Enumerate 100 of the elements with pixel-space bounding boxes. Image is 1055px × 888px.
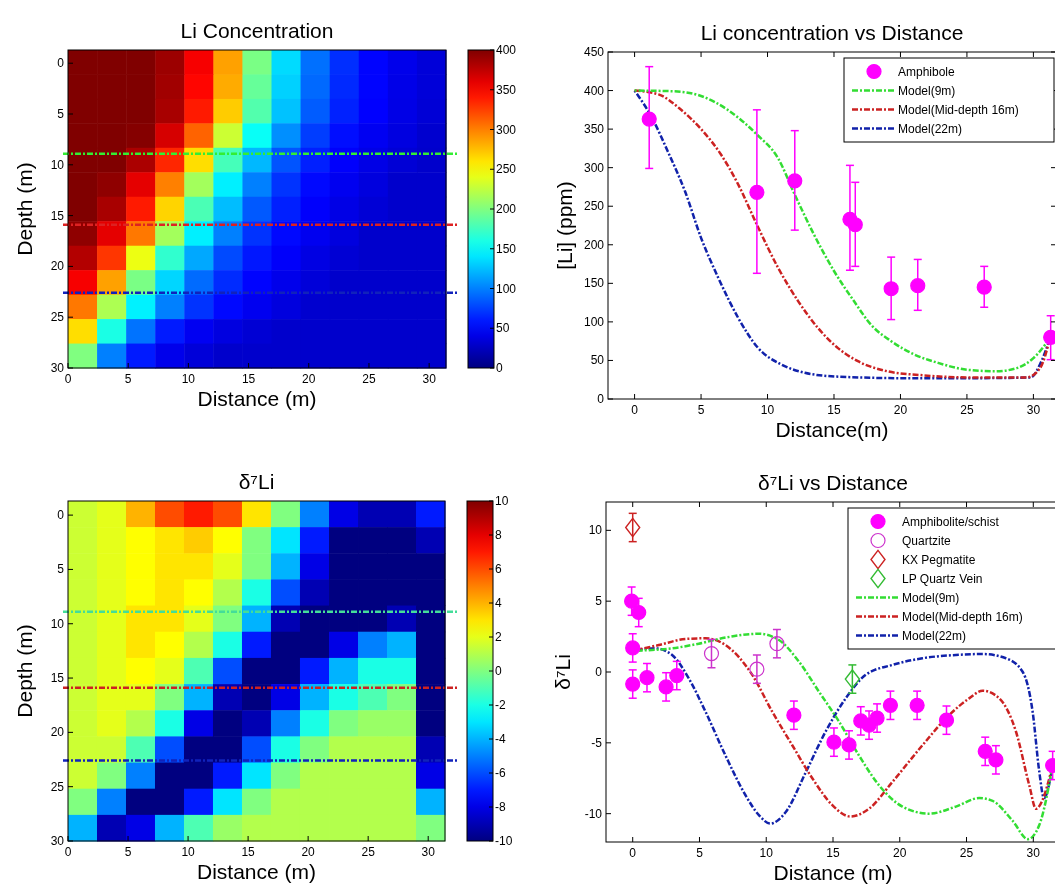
x-tick-label: 10 (759, 846, 774, 860)
color-bar-label: 6 (495, 562, 502, 576)
y-axis-title: Depth (m) (13, 162, 36, 256)
chart-title: δ⁷Li vs Distance (757, 471, 909, 494)
y-tick-label: 350 (583, 122, 605, 137)
point (749, 184, 765, 200)
legend-label: Model(22m) (898, 121, 963, 136)
x-tick-label: 15 (241, 845, 256, 859)
point (938, 712, 955, 728)
x-tick-label: 0 (629, 846, 637, 860)
point (669, 667, 685, 684)
x-tick-label: 30 (1026, 403, 1041, 417)
point (847, 217, 863, 233)
point (826, 734, 842, 750)
point (631, 604, 647, 621)
chart-title: Li Concentration (180, 19, 334, 42)
chart-title: Li concentration vs Distance (700, 21, 964, 44)
y-tick-label: 20 (50, 259, 65, 274)
color-bar-label: -2 (495, 698, 506, 712)
point (749, 661, 765, 677)
point (624, 593, 640, 609)
legend-label: Model(9m) (902, 590, 960, 605)
chart-title: δ⁷Li (238, 470, 275, 493)
legend-label: Amphibole (898, 64, 956, 79)
point (625, 640, 641, 656)
x-tick-label: 15 (827, 403, 841, 417)
y-tick-label: 100 (583, 314, 605, 329)
x-tick-label: 5 (124, 845, 132, 859)
x-tick-label: 20 (301, 845, 316, 859)
color-bar-label: -4 (495, 732, 506, 746)
legend-label: Model(Mid-depth 16m) (898, 102, 1019, 117)
color-bar-label: 0 (495, 664, 502, 678)
y-tick-label: 50 (590, 353, 605, 368)
y-tick-label: 10 (588, 523, 603, 538)
point (786, 707, 802, 723)
x-tick-label: 25 (960, 403, 974, 417)
color-bar-label: -6 (495, 766, 506, 780)
point (883, 281, 899, 297)
color-bar-label: -10 (495, 834, 513, 848)
x-tick-label: 25 (362, 372, 376, 386)
y-tick-label: -10 (584, 806, 603, 821)
color-bar-label: -8 (495, 800, 506, 814)
point (625, 676, 641, 692)
color-bar-label: 0 (496, 361, 503, 375)
point (769, 636, 785, 652)
y-tick-label: 10 (50, 616, 65, 631)
y-tick-label: 25 (50, 779, 65, 794)
legend-label: Quartzite (902, 533, 952, 548)
point (625, 517, 641, 538)
x-tick-label: 10 (181, 372, 196, 386)
y-tick-label: 20 (50, 725, 65, 740)
color-bar-label: 50 (496, 321, 510, 336)
x-tick-label: 0 (631, 403, 639, 417)
y-tick-label: -5 (591, 735, 603, 750)
color-bar-label: 4 (495, 596, 502, 610)
y-tick-label: 400 (583, 83, 605, 98)
y-tick-label: 450 (583, 45, 605, 59)
y-tick-label: 5 (595, 594, 603, 609)
point (658, 679, 674, 695)
legend-label: Amphibolite/schist (902, 514, 1000, 529)
y-tick-label: 10 (50, 157, 65, 172)
x-tick-label: 5 (697, 403, 705, 417)
point (977, 743, 993, 759)
x-tick-label: 5 (696, 846, 704, 860)
x-tick-label: 15 (241, 372, 256, 386)
color-bar-label: 350 (496, 82, 517, 97)
y-tick-label: 30 (50, 361, 65, 375)
point (787, 173, 803, 189)
x-tick-label: 30 (421, 845, 436, 859)
y-tick-label: 150 (583, 276, 605, 291)
color-bar-label: 150 (496, 241, 517, 256)
y-tick-label: 200 (583, 237, 605, 252)
color-bar-label: 200 (496, 202, 517, 216)
y-axis-title: [Li] (ppm) (553, 181, 576, 270)
x-tick-label: 15 (826, 846, 840, 860)
point (988, 752, 1004, 768)
y-tick-label: 25 (50, 310, 65, 325)
point (976, 279, 992, 295)
y-tick-label: 250 (583, 199, 605, 214)
x-tick-label: 20 (893, 403, 908, 417)
y-tick-label: 0 (595, 665, 603, 679)
legend-label: LP Quartz Vein (902, 571, 983, 586)
color-bar-label: 100 (496, 281, 517, 296)
color-bar-label: 8 (495, 528, 502, 542)
x-tick-label: 30 (422, 372, 437, 386)
point (841, 737, 857, 753)
x-tick-label: 25 (959, 846, 974, 860)
y-tick-label: 30 (50, 834, 65, 848)
y-tick-label: 15 (50, 208, 65, 223)
x-tick-label: 25 (361, 845, 376, 859)
y-tick-label: 0 (57, 56, 65, 71)
color-bar-label: 250 (496, 162, 517, 177)
color-bar-label: 2 (495, 630, 502, 644)
y-tick-label: 5 (57, 107, 65, 122)
x-tick-label: 10 (181, 845, 196, 859)
point (641, 111, 657, 127)
x-tick-label: 5 (124, 372, 132, 386)
x-tick-label: 20 (302, 372, 316, 386)
point (639, 670, 655, 686)
x-tick-label: 20 (893, 846, 907, 860)
